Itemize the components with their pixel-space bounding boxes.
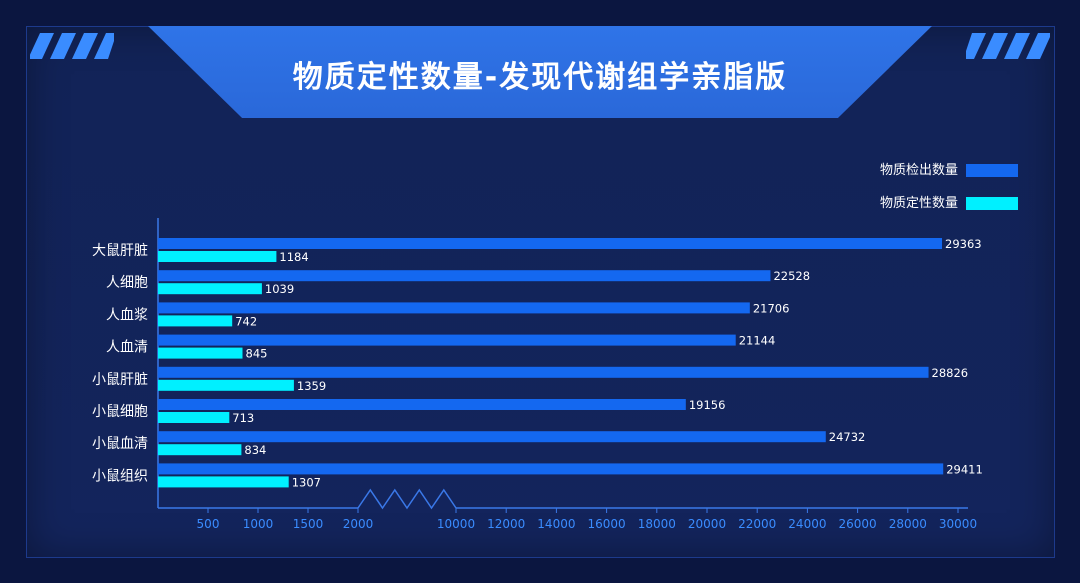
detected-bar [158,366,929,378]
x-tick-label: 14000 [537,517,575,531]
qualitative-bar [158,379,294,391]
value-label: 24732 [829,430,866,444]
category-label: 小鼠组织 [92,468,148,484]
legend-swatch [966,164,1018,177]
qualitative-bar [158,283,262,295]
category-label: 人血清 [106,340,148,356]
category-label: 大鼠肝脏 [92,243,148,259]
value-label: 21706 [753,301,790,315]
qualitative-bar [158,251,277,262]
axis-break-zigzag [357,488,457,510]
detected-bar [158,463,944,475]
value-label: 1184 [279,250,308,264]
category-label: 人血浆 [106,307,148,323]
value-label: 28826 [932,366,969,380]
value-label: 713 [232,411,254,425]
value-label: 1307 [292,475,321,489]
category-label: 人细胞 [106,275,148,291]
x-tick-label: 10000 [437,517,475,531]
detected-bar [158,431,826,443]
x-tick-label: 1500 [293,517,324,531]
x-tick-label: 26000 [839,517,877,531]
value-label: 29363 [945,237,982,251]
value-label: 1359 [297,379,326,393]
detected-bar [158,238,943,249]
detected-bar [158,270,771,282]
x-tick-label: 24000 [788,517,826,531]
x-tick-label: 18000 [638,517,676,531]
legend-swatch [966,197,1018,210]
qualitative-bar [158,347,243,359]
x-tick-label: 12000 [487,517,525,531]
right-stripes-decoration [966,33,1050,59]
chart-title: 物质定性数量-发现代谢组学亲脂版 [292,60,788,95]
value-label: 19156 [689,398,726,412]
value-label: 21144 [739,334,776,348]
category-label: 小鼠肝脏 [92,372,148,388]
value-label: 742 [235,314,257,328]
x-tick-label: 28000 [889,517,927,531]
value-label: 22528 [773,269,810,283]
value-label: 1039 [265,282,294,296]
qualitative-bar [158,476,289,488]
detected-bar [158,302,750,314]
legend-label: 物质定性数量 [880,196,958,211]
x-tick-label: 500 [197,517,220,531]
value-label: 834 [244,443,266,457]
category-label: 小鼠细胞 [92,404,148,420]
detected-bar [158,334,736,346]
x-tick-label: 2000 [343,517,374,531]
x-tick-label: 30000 [939,517,977,531]
x-tick-label: 22000 [738,517,776,531]
legend-label: 物质检出数量 [880,163,958,178]
value-label: 29411 [946,462,983,476]
qualitative-bar [158,315,233,327]
detected-bar [158,399,686,410]
title-banner [148,26,932,118]
category-label: 小鼠血清 [92,436,148,452]
qualitative-bar [158,444,242,456]
qualitative-bar [158,412,230,423]
x-tick-label: 20000 [688,517,726,531]
x-tick-label: 16000 [588,517,626,531]
x-tick-label: 1000 [243,517,274,531]
value-label: 845 [246,347,268,361]
left-stripes-decoration [30,33,114,59]
